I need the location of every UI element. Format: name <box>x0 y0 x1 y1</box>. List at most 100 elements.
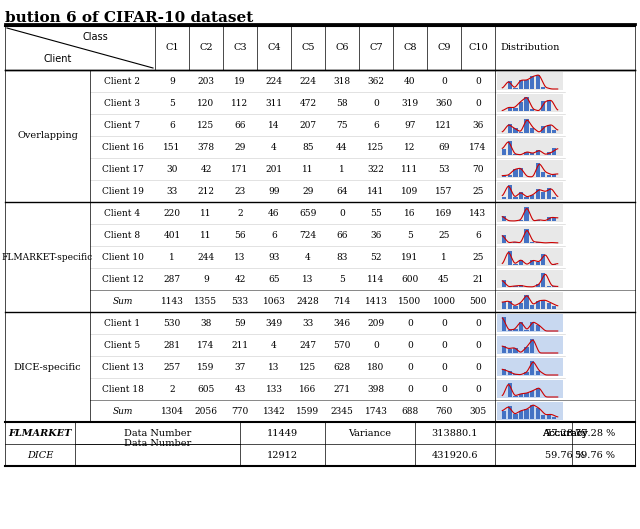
Bar <box>223 92 257 114</box>
Text: 1304: 1304 <box>161 406 184 415</box>
Bar <box>427 92 461 114</box>
Text: 378: 378 <box>197 142 214 151</box>
Bar <box>552 263 556 265</box>
Text: 11: 11 <box>200 208 212 217</box>
Text: 19: 19 <box>234 77 246 86</box>
Text: 121: 121 <box>435 121 452 130</box>
Text: Client 16: Client 16 <box>102 142 143 151</box>
Text: 311: 311 <box>266 98 283 107</box>
Bar <box>325 334 359 356</box>
Text: 33: 33 <box>166 187 178 196</box>
Text: 6: 6 <box>169 121 175 130</box>
Text: 628: 628 <box>333 362 351 371</box>
Bar <box>393 70 427 92</box>
Text: 319: 319 <box>401 98 419 107</box>
Bar <box>513 107 518 111</box>
Text: 570: 570 <box>333 341 351 350</box>
Bar <box>325 136 359 158</box>
Bar <box>497 248 563 266</box>
Bar <box>497 336 563 354</box>
Bar <box>359 224 393 246</box>
Text: Sum: Sum <box>112 406 132 415</box>
Text: 11: 11 <box>200 231 212 240</box>
Bar <box>325 312 359 334</box>
Bar <box>155 114 189 136</box>
Bar <box>461 334 495 356</box>
Bar <box>325 246 359 268</box>
Bar <box>508 81 512 89</box>
Text: 97: 97 <box>404 121 416 130</box>
Text: Client 3: Client 3 <box>104 98 141 107</box>
Bar <box>393 158 427 180</box>
Text: 6: 6 <box>475 231 481 240</box>
Bar <box>497 160 563 178</box>
Bar <box>291 70 325 92</box>
Bar <box>155 70 189 92</box>
Text: 42: 42 <box>200 165 212 174</box>
Bar <box>5 70 90 202</box>
Bar <box>393 246 427 268</box>
Bar <box>257 26 291 70</box>
Bar <box>508 301 512 309</box>
Bar <box>5 202 90 312</box>
Text: 271: 271 <box>333 385 351 394</box>
Bar <box>189 92 223 114</box>
Bar <box>530 322 534 331</box>
Bar <box>524 97 529 111</box>
Bar <box>223 356 257 378</box>
Bar <box>541 101 545 111</box>
Text: 157: 157 <box>435 187 452 196</box>
Bar <box>155 334 189 356</box>
Text: C3: C3 <box>233 43 247 52</box>
Bar <box>427 114 461 136</box>
Bar <box>257 356 291 378</box>
Text: C1: C1 <box>165 43 179 52</box>
Text: 6: 6 <box>271 231 277 240</box>
Bar <box>155 268 189 290</box>
Bar <box>552 131 556 133</box>
Text: 2: 2 <box>169 385 175 394</box>
Bar <box>513 330 518 331</box>
Bar <box>223 158 257 180</box>
Bar <box>257 180 291 202</box>
Bar <box>223 114 257 136</box>
Text: 45: 45 <box>438 275 450 284</box>
Bar <box>461 224 495 246</box>
Bar <box>461 202 495 224</box>
Bar <box>513 242 518 243</box>
Bar <box>524 372 529 375</box>
Text: 12: 12 <box>404 142 416 151</box>
Bar <box>461 70 495 92</box>
Bar <box>155 92 189 114</box>
Bar <box>325 92 359 114</box>
Text: 1143: 1143 <box>161 296 184 306</box>
Bar <box>359 136 393 158</box>
Bar <box>508 371 512 375</box>
Bar <box>427 378 461 400</box>
Bar <box>508 185 512 199</box>
Text: Client 5: Client 5 <box>104 341 141 350</box>
Bar <box>508 124 512 133</box>
Text: Client 8: Client 8 <box>104 231 141 240</box>
Text: 530: 530 <box>163 318 180 327</box>
Bar <box>189 202 223 224</box>
Bar <box>189 356 223 378</box>
Text: 6: 6 <box>373 121 379 130</box>
Bar <box>393 268 427 290</box>
Text: 0: 0 <box>441 318 447 327</box>
Bar <box>547 175 551 177</box>
Bar <box>497 314 563 332</box>
Bar <box>291 246 325 268</box>
Bar <box>189 312 223 334</box>
Bar <box>495 422 635 466</box>
Bar <box>359 202 393 224</box>
Text: 53: 53 <box>438 165 450 174</box>
Text: Accuracy: Accuracy <box>542 428 588 437</box>
Text: 29: 29 <box>302 187 314 196</box>
Bar <box>497 402 563 420</box>
Bar <box>257 114 291 136</box>
Bar <box>257 70 291 92</box>
Text: 77.28 %: 77.28 % <box>545 428 585 437</box>
Bar <box>223 224 257 246</box>
Text: 159: 159 <box>197 362 214 371</box>
